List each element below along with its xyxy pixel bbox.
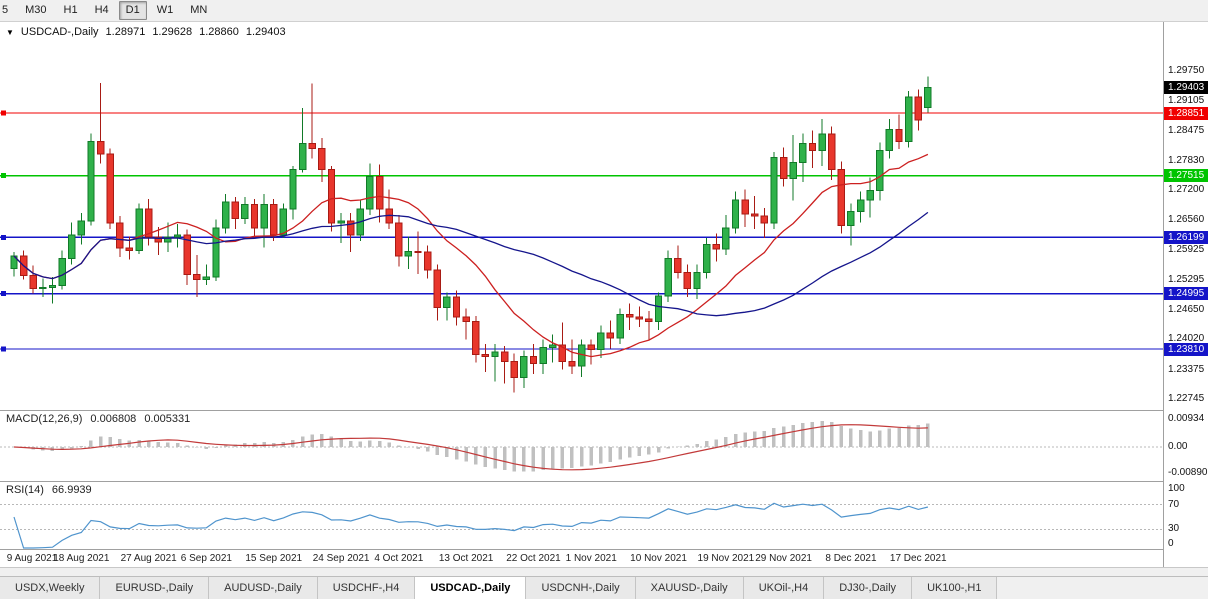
date-axis-label: 10 Nov 2021	[630, 553, 687, 564]
chart-tab-usdx-weekly[interactable]: USDX,Weekly	[0, 577, 101, 599]
main-macd-splitter[interactable]	[0, 410, 1208, 411]
macd-header: MACD(12,26,9) 0.006808 0.005331	[6, 413, 190, 425]
chart-tab-usdcnh-daily[interactable]: USDCNH-,Daily	[526, 577, 636, 599]
chart-tab-usdcad-daily[interactable]: USDCAD-,Daily	[415, 577, 527, 599]
price-axis-label: 1.29750	[1168, 65, 1205, 77]
price-axis-label: 1.24020	[1168, 333, 1205, 345]
price-axis-label: 1.26560	[1168, 214, 1205, 226]
date-axis-label: 6 Sep 2021	[180, 553, 232, 564]
price-axis[interactable]: 1.29750 1.29105 1.28475 1.27830 1.27200 1.265…	[1163, 22, 1208, 567]
date-axis-label: 22 Oct 2021	[506, 553, 561, 564]
price-axis-label: 0.00	[1168, 441, 1188, 452]
chart-tab-audusd-daily[interactable]: AUDUSD-,Daily	[209, 577, 318, 599]
price-axis-label: 1.23375	[1168, 363, 1205, 375]
ohlc-low-value: 1.28860	[199, 26, 239, 38]
ohlc-close-value: 1.29403	[245, 26, 286, 38]
ohlc-high-value: 1.29628	[152, 26, 193, 38]
date-axis-label: 17 Dec 2021	[889, 553, 947, 564]
window-bottom-strip	[0, 567, 1208, 576]
price-axis-badge: 1.26199	[1164, 230, 1208, 244]
rsi-header: RSI(14) 66.9939	[6, 484, 92, 496]
price-axis-badge: 1.23810	[1164, 342, 1208, 356]
date-axis-label: 1 Nov 2021	[565, 553, 617, 564]
chart-tab-usdchf-h4[interactable]: USDCHF-,H4	[317, 577, 416, 599]
date-axis-label: 24 Sep 2021	[312, 553, 370, 564]
price-axis-label: -0.00890	[1168, 467, 1208, 479]
macd-title: MACD(12,26,9)	[6, 413, 83, 425]
date-axis-label: 19 Nov 2021	[697, 553, 755, 564]
macd-rsi-splitter[interactable]	[0, 481, 1208, 482]
price-axis-label: 70	[1168, 498, 1180, 510]
chart-tab-xauusd-daily[interactable]: XAUUSD-,Daily	[635, 577, 744, 599]
chart-header: ▼ USDCAD-,Daily 1.28971 1.29628 1.28860 …	[6, 26, 286, 38]
price-axis-badge: 1.24995	[1164, 287, 1208, 301]
macd-main-value: 0.006808	[90, 413, 137, 425]
chart-tab-eurusd-daily[interactable]: EURUSD-,Daily	[100, 577, 210, 599]
price-axis-label: 1.25295	[1168, 273, 1205, 285]
price-axis-badge: 1.28851	[1164, 106, 1208, 120]
date-axis-label: 8 Dec 2021	[825, 553, 877, 564]
chart-symbol-title: USDCAD-,Daily	[20, 26, 99, 38]
chart-tab-ukoil-h4[interactable]: UKOil-,H4	[743, 577, 825, 599]
price-axis-label: 1.27200	[1168, 184, 1205, 196]
rsi-title: RSI(14)	[6, 484, 44, 496]
date-axis-label: 13 Oct 2021	[438, 553, 494, 564]
price-axis-badge: 1.29403	[1164, 80, 1208, 94]
price-axis-label: 1.27830	[1168, 154, 1205, 166]
chart-tabs-bar: USDX,Weekly EURUSD-,Daily AUDUSD-,Daily USD…	[0, 576, 1208, 599]
main-price-chart[interactable]: ▼ USDCAD-,Daily 1.28971 1.29628 1.28860 …	[0, 22, 1163, 410]
timeframe-button-w1[interactable]: W1	[156, 4, 174, 16]
timeframe-button-d1[interactable]: D1	[118, 1, 147, 20]
price-axis-badge: 1.27515	[1164, 169, 1208, 183]
chart-dropdown-icon[interactable]: ▼	[6, 27, 14, 37]
date-axis[interactable]: 9 Aug 2021 18 Aug 2021 27 Aug 2021 6 Sep 20…	[0, 550, 1163, 567]
price-axis-label: 1.25925	[1168, 244, 1205, 256]
rsi-indicator-pane[interactable]: RSI(14) 66.9939	[0, 482, 1163, 549]
price-axis-label: 0	[1168, 538, 1174, 549]
macd-signal-value: 0.005331	[144, 413, 191, 425]
date-axis-label: 18 Aug 2021	[53, 553, 110, 564]
price-axis-label: 1.28475	[1168, 124, 1205, 136]
date-axis-label: 27 Aug 2021	[120, 553, 177, 564]
rsi-value: 66.9939	[51, 484, 92, 496]
chart-tab-dj30-daily[interactable]: DJ30-,Daily	[824, 577, 913, 599]
price-axis-label: 1.29105	[1168, 95, 1205, 107]
price-axis-label: 30	[1168, 523, 1180, 535]
rsi-dateaxis-separator	[0, 549, 1208, 550]
macd-indicator-pane[interactable]: MACD(12,26,9) 0.006808 0.005331	[0, 411, 1163, 481]
timeframe-toolbar: 5 M30 H1 H4 D1 W1 MN	[0, 0, 1208, 22]
timeframe-button-h4[interactable]: H4	[94, 4, 109, 16]
ohlc-open-value: 1.28971	[105, 26, 146, 38]
date-axis-label: 15 Sep 2021	[245, 553, 303, 564]
timeframe-button-m30[interactable]: M30	[25, 4, 47, 16]
price-axis-label: 1.24650	[1168, 303, 1205, 315]
price-axis-label: 100	[1168, 483, 1185, 494]
timeframe-button-5[interactable]: 5	[2, 4, 9, 16]
date-axis-label: 29 Nov 2021	[755, 553, 812, 564]
price-axis-label: 0.00934	[1168, 413, 1205, 425]
timeframe-button-h1[interactable]: H1	[63, 4, 78, 16]
timeframe-button-mn[interactable]: MN	[190, 4, 208, 16]
chart-tab-uk100-h1[interactable]: UK100-,H1	[912, 577, 998, 599]
date-axis-label: 4 Oct 2021	[374, 553, 424, 564]
date-axis-label: 9 Aug 2021	[6, 553, 58, 564]
price-axis-label: 1.22745	[1168, 392, 1205, 404]
